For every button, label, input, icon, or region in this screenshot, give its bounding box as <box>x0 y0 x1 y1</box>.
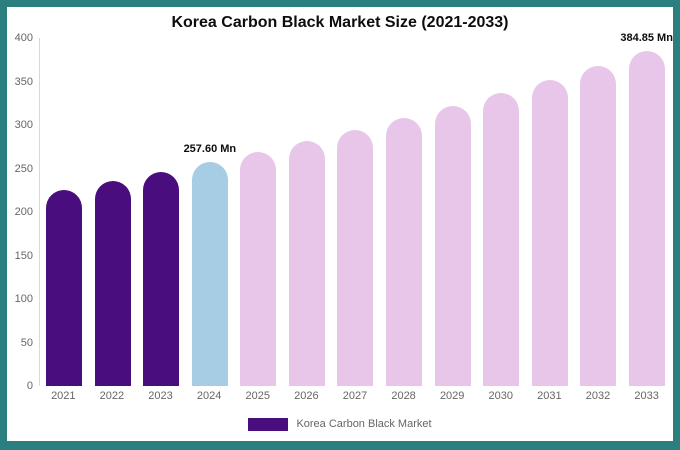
bar-2027 <box>337 129 374 386</box>
bar-chart: 0 50 100 150 200 250 300 350 400 257.60 Mn 384.85… <box>9 32 673 411</box>
bar-slot: 257.60 Mn <box>183 38 237 386</box>
bar-2025 <box>240 151 277 386</box>
legend: Korea Carbon Black Market <box>7 411 673 437</box>
x-axis: 2021 2022 2023 2024 2025 2026 2027 2028 2029 2030… <box>39 390 671 402</box>
bar-2028 <box>385 118 422 386</box>
x-tick-label: 2025 <box>245 390 270 402</box>
bar-slot <box>428 38 477 386</box>
bar-2024 <box>191 161 228 386</box>
y-tick-label: 150 <box>14 249 33 262</box>
y-axis: 0 50 100 150 200 250 300 350 400 <box>9 32 37 392</box>
bar-slot <box>89 38 138 386</box>
bar-2032 <box>580 65 617 386</box>
y-tick-label: 400 <box>14 32 33 44</box>
x-tick-label: 2029 <box>439 390 465 402</box>
bar-slot <box>137 38 186 386</box>
bar-slot <box>40 38 89 386</box>
bar-slot <box>283 38 332 386</box>
x-tick-label: 2026 <box>294 390 319 402</box>
bar-slot: 384.85 Mn <box>620 32 673 386</box>
x-tick-label: 2032 <box>585 390 611 402</box>
x-tick-label: 2030 <box>488 390 514 402</box>
bar-slot <box>234 38 283 386</box>
bar-slot <box>525 38 574 386</box>
bar-2022 <box>94 181 131 386</box>
y-tick-label: 300 <box>14 119 33 131</box>
legend-swatch <box>248 417 289 431</box>
bar-2029 <box>434 105 471 386</box>
y-tick-label: 0 <box>26 380 33 392</box>
bar-slot <box>331 38 380 386</box>
bar-2021 <box>46 190 83 386</box>
y-tick-label: 100 <box>14 293 33 305</box>
x-tick-label: 2028 <box>391 390 416 402</box>
y-tick-label: 350 <box>14 75 33 88</box>
y-tick-label: 50 <box>20 336 33 349</box>
x-tick-label: 2024 <box>196 390 222 402</box>
bar-value-label: 257.60 Mn <box>183 142 237 155</box>
bar-2026 <box>288 140 325 386</box>
chart-title: Korea Carbon Black Market Size (2021-203… <box>171 14 509 31</box>
bar-2030 <box>483 92 520 386</box>
bar-slot <box>574 38 623 386</box>
x-tick-label: 2022 <box>99 390 125 402</box>
bar-slot <box>477 38 526 386</box>
legend-label: Korea Carbon Black Market <box>296 418 432 430</box>
bar-2031 <box>531 79 568 386</box>
x-tick-label: 2027 <box>342 390 368 402</box>
bar-value-label: 384.85 Mn <box>620 32 673 45</box>
x-tick-label: 2033 <box>634 390 659 402</box>
chart-card: Korea Carbon Black Market Size (2021-203… <box>7 7 673 441</box>
x-tick-label: 2031 <box>537 390 562 402</box>
x-tick-label: 2021 <box>51 390 76 402</box>
bar-slot <box>380 38 429 386</box>
y-tick-label: 200 <box>14 206 33 218</box>
x-tick-label: 2023 <box>148 390 173 402</box>
plot-area: 257.60 Mn 384.85 Mn <box>39 32 673 386</box>
y-tick-label: 250 <box>14 162 33 175</box>
bar-2023 <box>143 171 180 386</box>
bar-2033 <box>628 51 665 386</box>
